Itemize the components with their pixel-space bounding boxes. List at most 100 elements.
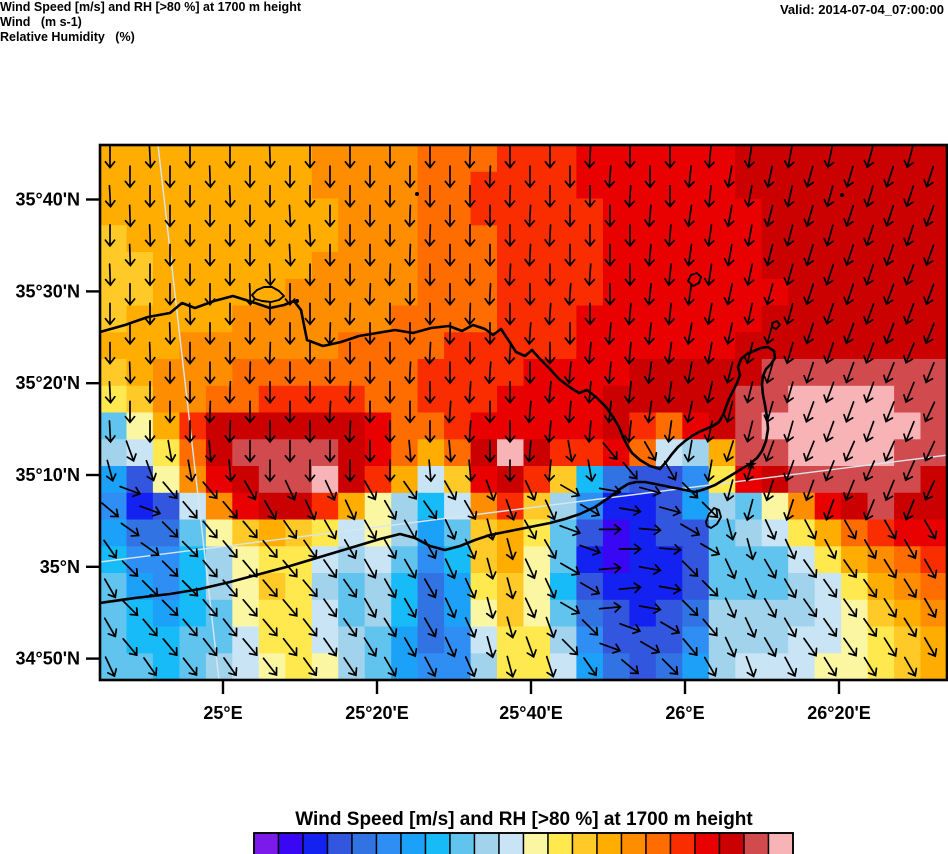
wind-arrow [161,560,179,577]
field-cell [391,653,419,680]
field-cell [100,145,128,173]
wind-arrow [464,656,478,678]
map-frame [98,143,948,682]
wind-arrow [564,243,576,267]
field-cell [391,466,419,494]
field-cell [602,359,631,387]
wind-arrow [560,562,581,576]
wind-arrow [803,361,815,384]
field-cell [417,225,445,253]
field-cell [364,252,392,280]
wind-arrow [484,400,496,424]
wind-arrow [404,282,416,307]
field-cell [470,225,498,253]
wind-arrow [604,282,616,307]
wind-arrow [141,579,159,597]
field-cell [523,439,551,467]
field-cell [788,653,816,680]
wind-arrow [144,420,156,444]
wind-arrow [644,204,656,228]
field-cell [867,653,895,680]
field-cell [470,439,498,467]
wind-arrow [344,184,356,209]
wind-arrow [284,165,296,189]
field-cell [417,492,445,521]
wind-arrow [485,596,497,620]
wind-arrow [923,637,938,658]
wind-arrow [903,263,915,286]
field-cell [205,653,234,680]
colorbar-cell [375,832,402,854]
rh-units-label: Relative Humidity (%) [0,30,135,44]
field-cell [364,412,392,441]
field-cell [655,599,684,628]
wind-arrow [383,617,398,638]
wind-arrow [104,263,116,287]
wind-arrow [164,322,176,346]
wind-arrow [704,145,716,169]
field-cell [814,599,842,628]
field-cell [523,252,551,280]
field-cell [417,385,445,414]
wind-arrow [783,224,795,247]
field-cell [814,145,842,173]
colorbar-title: Wind Speed [m/s] and RH [>80 %] at 1700 … [295,809,753,830]
field-cell [841,519,869,548]
wind-arrow [823,381,835,404]
wind-arrow [564,400,576,424]
wind-arrow [464,617,478,639]
field-cell [788,466,816,494]
field-cell [841,305,869,334]
field-cell [232,332,260,360]
wind-arrow [644,322,655,346]
wind-arrow [484,243,496,267]
wind-arrow [284,322,296,346]
wind-arrow [923,558,938,579]
wind-arrow [544,184,556,209]
field-cell [444,626,472,655]
field-cell [444,252,472,280]
wind-arrow [184,302,196,326]
field-cell [232,252,260,280]
field-cell [311,305,340,334]
wind-arrow [302,618,318,637]
wind-arrow [304,420,316,444]
field-cell [841,252,869,280]
wind-arrow [683,243,695,267]
wind-arrow [264,380,276,405]
wind-arrow [643,400,655,424]
field-cell [338,653,366,680]
field-cell [920,305,947,334]
field-cell [841,145,869,173]
field-cell [602,252,631,280]
field-cell [629,466,657,494]
wind-arrow [703,420,715,443]
wind-arrow [302,657,318,677]
field-cell [629,332,657,360]
wind-arrow [584,302,596,326]
wind-arrow [464,145,476,169]
field-cell [523,359,551,387]
wind-arrow [122,638,138,657]
colorbar-cell [620,832,647,854]
field-cell [152,252,181,280]
field-cell [629,519,657,548]
wind-arrow [743,224,755,248]
wind-arrow [101,502,120,518]
wind-arrow [863,146,875,169]
wind-arrow [903,146,915,169]
wind-arrow [883,479,895,502]
wind-arrow [843,165,854,188]
wind-arrow [505,616,517,639]
wind-arrow [638,564,662,575]
wind-arrow [883,283,895,306]
wind-arrow [161,599,179,617]
wind-arrow [545,616,557,639]
wind-arrow [803,479,815,502]
wind-arrow [803,322,815,345]
wind-arrow [882,440,896,462]
field-cell [682,573,710,601]
wind-arrow [803,598,818,618]
wind-arrow [202,637,218,657]
wind-arrow [464,302,476,326]
